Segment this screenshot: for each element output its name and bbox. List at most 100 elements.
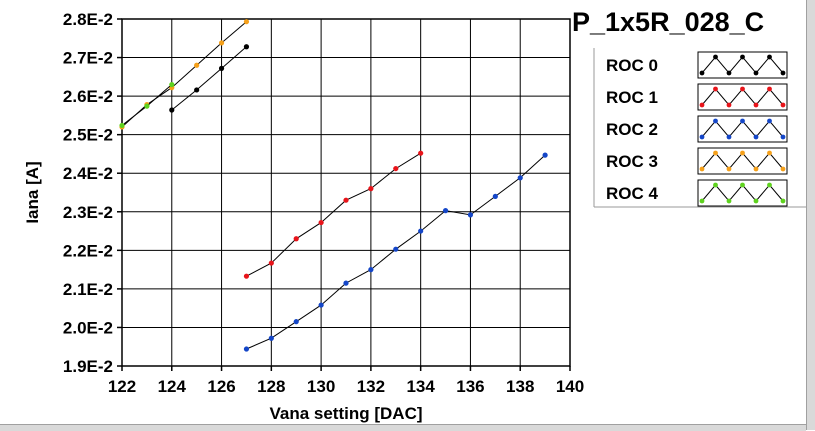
legend-marker	[726, 198, 732, 204]
data-point	[318, 219, 324, 226]
legend-swatch	[697, 51, 788, 79]
x-tick-label: 124	[158, 377, 187, 396]
legend-marker	[713, 54, 718, 60]
data-point	[343, 197, 349, 203]
data-point	[243, 44, 250, 50]
series-line	[171, 46, 247, 111]
legend-marker	[699, 70, 705, 76]
legend-marker	[726, 166, 732, 172]
y-tick-label: 2.0E-2	[63, 318, 113, 337]
legend-marker	[753, 198, 759, 204]
y-tick-label: 2.1E-2	[63, 280, 113, 299]
window-bottom-edge	[0, 424, 806, 431]
legend-marker	[740, 182, 745, 188]
x-tick-label: 128	[257, 377, 285, 396]
legend-marker	[713, 182, 718, 188]
legend-label: ROC 0	[606, 56, 658, 75]
legend-marker	[713, 118, 718, 124]
data-point	[119, 122, 125, 129]
legend: ROC 0 ROC 1 ROC 2 ROC 3 ROC 4	[593, 48, 806, 208]
legend-marker	[726, 134, 732, 140]
legend-marker	[780, 134, 786, 140]
data-point	[368, 186, 374, 192]
data-point	[368, 267, 374, 273]
legend-marker	[780, 166, 786, 172]
legend-marker	[713, 86, 718, 92]
legend-marker	[767, 150, 772, 156]
data-point	[169, 107, 175, 113]
legend-marker	[740, 150, 745, 156]
x-tick-label: 130	[307, 377, 335, 396]
data-point	[418, 228, 424, 234]
y-tick-label: 2.3E-2	[63, 203, 113, 222]
x-axis: 122 124 126 128 130 132 134 136 138 140	[108, 366, 584, 396]
x-tick-label: 132	[357, 377, 385, 396]
data-point	[293, 236, 299, 242]
series-line	[121, 21, 247, 128]
x-tick-label: 122	[108, 377, 136, 396]
y-tick-label: 1.9E-2	[63, 357, 113, 376]
y-axis-title: Iana [A]	[23, 161, 42, 223]
y-axis: 1.9E-2 2.0E-2 2.1E-2 2.2E-2 2.3E-2 2.4E-2 2.5E…	[63, 10, 122, 376]
data-point	[218, 40, 225, 46]
data-point	[218, 65, 225, 71]
legend-marker	[767, 86, 772, 92]
y-tick-label: 2.7E-2	[63, 49, 113, 68]
data-point	[343, 280, 349, 286]
series-roc-1	[243, 150, 424, 279]
series-roc-4	[119, 81, 175, 129]
legend-marker	[767, 54, 772, 60]
x-tick-label: 126	[207, 377, 235, 396]
data-point	[418, 150, 424, 156]
legend-marker	[699, 134, 705, 140]
chart-grid	[121, 18, 571, 367]
data-point	[467, 212, 474, 218]
x-tick-label: 134	[406, 377, 435, 396]
x-tick-label: 140	[556, 377, 584, 396]
plot-frame	[121, 18, 571, 367]
legend-marker	[753, 102, 759, 108]
data-point	[492, 193, 498, 199]
legend-marker	[780, 198, 786, 204]
data-point	[243, 19, 250, 25]
data-point	[194, 87, 200, 93]
y-tick-label: 2.4E-2	[63, 164, 113, 183]
y-tick-label: 2.2E-2	[63, 241, 113, 260]
data-point	[393, 165, 399, 172]
data-point	[194, 62, 200, 68]
series-roc-0	[169, 44, 250, 113]
data-point	[144, 103, 150, 109]
legend-marker	[699, 198, 705, 204]
data-point	[293, 319, 299, 325]
series-line	[246, 152, 421, 277]
series-roc-2	[243, 152, 548, 352]
window-right-edge	[806, 0, 815, 430]
y-tick-label: 2.6E-2	[63, 87, 113, 106]
legend-marker	[740, 118, 745, 124]
legend-marker	[740, 54, 745, 60]
legend-marker	[753, 134, 759, 140]
y-tick-label: 2.8E-2	[63, 10, 113, 29]
legend-marker	[713, 150, 718, 156]
legend-marker	[780, 102, 786, 108]
legend-label: ROC 3	[606, 152, 658, 171]
legend-marker	[753, 70, 759, 76]
x-tick-label: 136	[456, 377, 484, 396]
series-roc-3	[119, 19, 250, 130]
legend-marker	[753, 166, 759, 172]
data-point	[268, 335, 274, 341]
data-point	[243, 346, 250, 352]
data-point	[393, 246, 399, 252]
x-tick-label: 138	[506, 377, 534, 396]
legend-label: ROC 2	[606, 120, 658, 139]
x-axis-title: Vana setting [DAC]	[269, 404, 422, 423]
legend-marker	[767, 182, 772, 188]
series-line	[246, 154, 546, 350]
y-tick-label: 2.5E-2	[63, 126, 113, 145]
chart-title: P_1x5R_028_C	[572, 7, 764, 37]
legend-label: ROC 4	[606, 184, 659, 203]
data-point	[169, 81, 175, 88]
legend-marker	[699, 166, 705, 172]
legend-marker	[780, 70, 786, 76]
